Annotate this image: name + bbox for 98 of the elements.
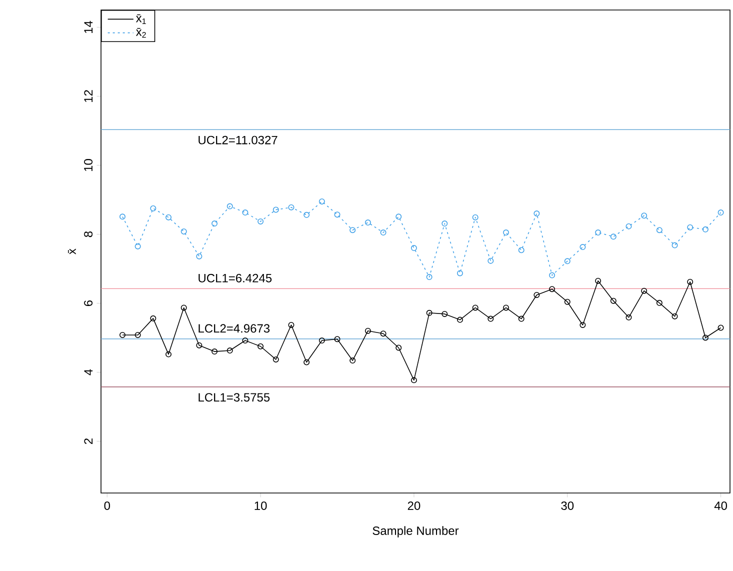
point	[687, 224, 694, 230]
point	[318, 198, 325, 204]
point	[472, 304, 478, 311]
point	[410, 377, 417, 384]
point	[150, 205, 156, 212]
x-tick-label: 20	[408, 501, 420, 510]
x-tick-label: 30	[561, 501, 574, 510]
x-axis-title: Sample Number	[372, 526, 459, 538]
y-tick-label: 8	[84, 231, 93, 238]
point	[196, 342, 202, 348]
legend-label: x̄$_{1}$	[136, 14, 146, 24]
point	[272, 356, 279, 362]
point	[258, 343, 264, 350]
point	[304, 212, 310, 218]
point	[272, 206, 279, 213]
point	[503, 230, 510, 236]
ref-line-label: UCL1=6.4245	[198, 274, 272, 282]
point	[334, 212, 340, 218]
y-tick-label: 12	[84, 90, 93, 102]
point	[258, 218, 264, 224]
point	[410, 245, 417, 252]
legend-label: x̄$_{2}$	[136, 28, 146, 38]
point	[518, 247, 524, 254]
y-tick-label: 10	[84, 159, 93, 172]
y-tick-label: 14	[84, 20, 93, 34]
point	[288, 204, 294, 210]
point	[595, 278, 602, 284]
point	[334, 336, 340, 342]
point	[212, 220, 218, 227]
point	[242, 210, 248, 216]
point	[166, 214, 172, 220]
point	[626, 314, 632, 320]
point	[456, 270, 463, 276]
point	[610, 298, 616, 304]
point	[641, 288, 648, 294]
x-tick-label: 40	[714, 501, 728, 510]
point	[442, 310, 448, 317]
point	[396, 214, 402, 220]
point	[718, 210, 724, 216]
point	[350, 358, 356, 364]
point	[180, 304, 187, 311]
x-tick-label: 0	[104, 501, 110, 510]
point	[641, 212, 648, 219]
point	[242, 338, 248, 344]
point	[150, 315, 156, 322]
point	[119, 214, 126, 220]
point	[534, 292, 540, 298]
point	[226, 348, 233, 354]
point	[580, 244, 586, 250]
point	[488, 258, 494, 264]
point	[549, 286, 556, 292]
point	[350, 227, 356, 234]
point	[226, 203, 233, 210]
point	[442, 220, 448, 227]
point	[503, 304, 510, 311]
point	[564, 258, 570, 264]
point	[687, 278, 694, 285]
point	[656, 300, 662, 306]
point	[396, 344, 402, 351]
ref-line-label: UCL2=11.0327	[198, 136, 278, 144]
point	[456, 316, 463, 323]
point	[549, 272, 556, 278]
y-tick-label: 2	[84, 438, 93, 444]
point	[380, 230, 386, 236]
point	[610, 234, 616, 240]
point	[702, 334, 708, 341]
point	[364, 328, 371, 334]
point	[626, 223, 632, 230]
y-axis-title: x̄	[68, 248, 76, 254]
point	[702, 226, 708, 232]
point	[196, 253, 202, 260]
y-tick-label: 4	[84, 369, 93, 376]
point	[166, 351, 172, 358]
point	[180, 228, 187, 234]
point	[426, 310, 432, 316]
point	[672, 313, 678, 320]
point	[304, 359, 310, 366]
ref-line-label: LCL2=4.9673	[198, 324, 270, 333]
point	[518, 316, 524, 322]
point	[488, 316, 494, 322]
point	[672, 242, 678, 248]
point	[580, 322, 586, 328]
x-tick-label: 10	[254, 501, 267, 510]
point	[426, 274, 432, 280]
y-tick-label: 6	[84, 300, 93, 306]
point	[288, 322, 294, 328]
point	[656, 227, 662, 234]
point	[472, 214, 478, 220]
point	[134, 243, 141, 250]
point	[564, 298, 570, 305]
point	[380, 330, 386, 337]
point	[364, 220, 371, 226]
point	[212, 348, 218, 355]
point	[134, 332, 141, 338]
point	[318, 338, 325, 344]
point	[534, 210, 540, 217]
point	[595, 230, 602, 236]
ref-line-label: LCL1=3.5755	[198, 393, 270, 402]
